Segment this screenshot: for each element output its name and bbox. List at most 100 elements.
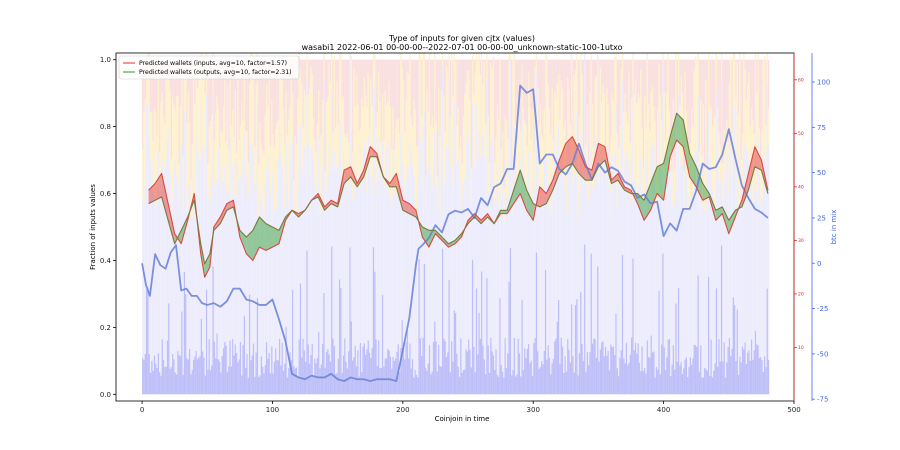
bg-bar-segment — [462, 59, 465, 117]
bg-bar-segment — [144, 353, 146, 395]
bg-bar-segment — [315, 196, 317, 364]
bg-bar-segment — [229, 137, 231, 341]
bg-bar-segment — [482, 59, 484, 86]
bg-bar-segment — [520, 59, 522, 132]
bg-bar-segment — [230, 207, 233, 367]
bg-bar-segment — [267, 358, 269, 395]
bg-bar-segment — [379, 172, 381, 368]
bg-bar-segment — [370, 79, 372, 176]
bg-bar-segment — [237, 66, 239, 162]
bg-bar-segment — [222, 182, 225, 349]
bg-bar-segment — [383, 366, 385, 395]
bg-bar-segment — [766, 288, 768, 395]
bg-bar-segment — [572, 356, 574, 395]
bg-bar-segment — [173, 59, 175, 105]
bg-bar-segment — [332, 59, 334, 133]
bg-bar-segment — [608, 216, 611, 371]
bg-bar-segment — [657, 59, 659, 110]
bg-bar-segment — [687, 59, 689, 145]
bg-bar-segment — [757, 53, 759, 139]
bg-bar-segment — [470, 167, 472, 205]
bg-bar-segment — [293, 179, 295, 215]
bg-bar-segment — [530, 59, 532, 140]
bg-bar-segment — [251, 355, 253, 395]
bg-bar-segment — [767, 145, 770, 361]
bg-bar-segment — [688, 171, 690, 213]
bg-bar-segment — [736, 309, 738, 395]
difference-fill-segment — [644, 183, 651, 221]
bg-bar-segment — [208, 339, 210, 395]
bg-bar-segment — [526, 348, 529, 395]
bg-bar-segment — [200, 102, 203, 319]
bg-bar-segment — [456, 163, 458, 354]
bg-bar-segment — [212, 92, 214, 267]
bg-bar-segment — [479, 74, 482, 157]
bg-bar-segment — [499, 58, 501, 131]
bg-bar-segment — [555, 338, 557, 395]
bg-bar-segment — [453, 53, 455, 101]
bg-bar-segment — [711, 377, 714, 395]
bg-bar-segment — [234, 344, 236, 395]
red-tick-label: 60 — [798, 77, 804, 83]
bg-bar-segment — [142, 149, 144, 200]
bg-bar-segment — [498, 205, 500, 377]
bg-bar-segment — [641, 346, 643, 395]
bg-bar-segment — [702, 59, 705, 104]
bg-bar-segment — [389, 107, 392, 200]
bg-bar-segment — [267, 156, 269, 359]
bg-bar-segment — [174, 110, 176, 162]
bg-bar-segment — [483, 156, 485, 360]
bg-bar-segment — [207, 369, 209, 395]
bg-bar-segment — [543, 350, 545, 395]
bg-bar-segment — [634, 144, 637, 343]
bg-bar-segment — [230, 126, 233, 208]
bg-bar-segment — [182, 209, 184, 375]
bg-bar-segment — [750, 339, 753, 395]
bg-bar-segment — [610, 191, 612, 345]
blue-tick-label: 100 — [817, 79, 830, 87]
bg-bar-segment — [395, 173, 397, 359]
bg-bar-segment — [739, 356, 741, 395]
bg-bar-segment — [556, 321, 558, 395]
bg-bar-segment — [212, 266, 214, 395]
bg-bar-segment — [271, 182, 273, 347]
bg-bar-segment — [625, 342, 628, 395]
bg-bar-segment — [552, 358, 555, 395]
bg-bar-segment — [162, 359, 165, 395]
bg-bar-segment — [599, 158, 602, 350]
bg-bar-segment — [192, 359, 195, 395]
bg-bar-segment — [453, 100, 455, 311]
bg-bar-segment — [439, 135, 441, 215]
bg-bar-segment — [221, 182, 223, 357]
bg-bar-segment — [534, 66, 536, 126]
bg-bar-segment — [282, 181, 285, 371]
bg-bar-segment — [357, 59, 359, 104]
bg-bar-segment — [500, 364, 502, 395]
bg-bar-segment — [391, 368, 393, 395]
bg-bar-segment — [611, 93, 613, 154]
difference-fill-segment — [474, 213, 482, 224]
bg-bar-segment — [741, 186, 744, 347]
bg-bar-segment — [736, 62, 738, 109]
x-tick-label: 200 — [396, 406, 409, 414]
bg-bar-segment — [409, 343, 411, 395]
bg-bar-segment — [736, 59, 738, 63]
bg-bar-segment — [405, 59, 407, 99]
bg-bar-segment — [213, 341, 216, 395]
bg-bar-segment — [202, 351, 204, 395]
bg-bar-segment — [226, 84, 229, 183]
bg-bar-segment — [762, 59, 765, 61]
bg-bar-segment — [267, 105, 269, 157]
bg-bar-segment — [546, 54, 548, 155]
bg-bar-segment — [430, 59, 432, 126]
bg-bar-segment — [290, 359, 293, 395]
bg-bar-segment — [580, 132, 582, 292]
bg-bar-segment — [264, 365, 266, 395]
bg-bar-segment — [529, 363, 531, 395]
bg-bar-segment — [589, 59, 591, 93]
bg-bar-segment — [568, 349, 570, 395]
bg-bar-segment — [189, 348, 191, 395]
bg-bar-segment — [410, 59, 412, 118]
bg-bar-segment — [680, 362, 682, 395]
